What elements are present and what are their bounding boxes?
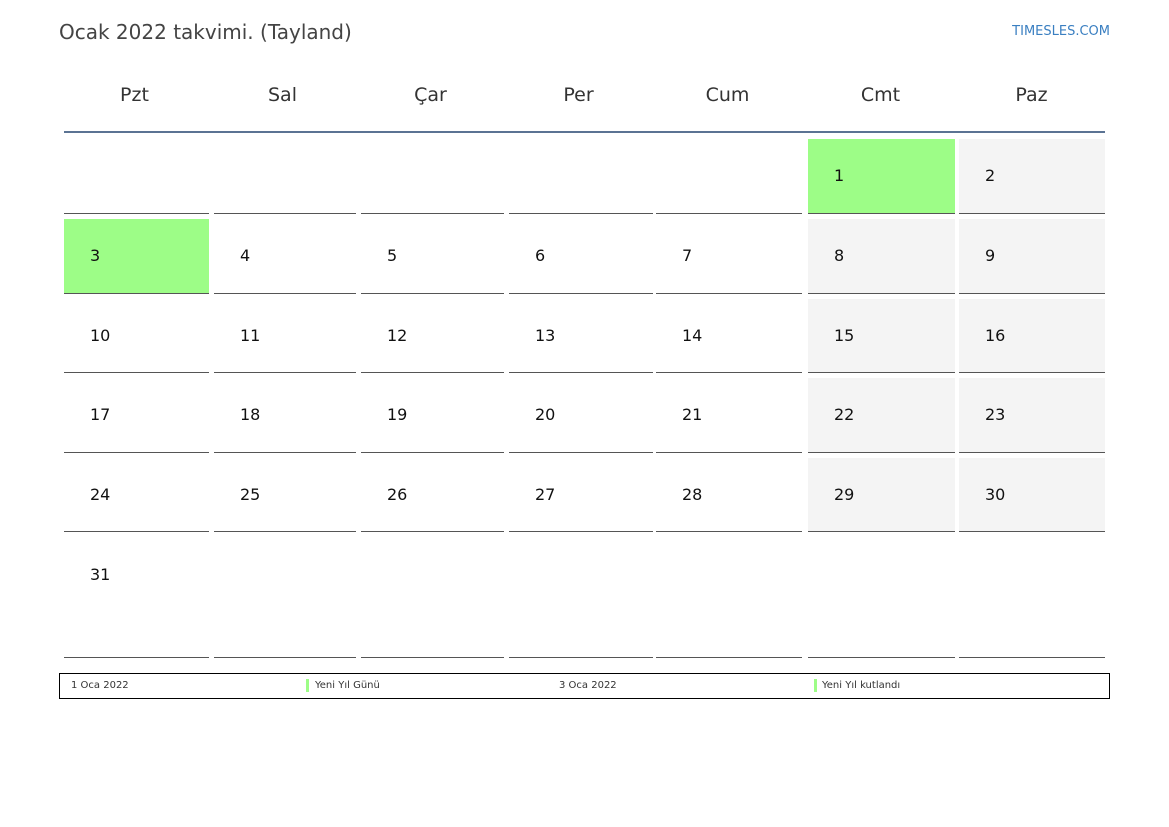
day-number: 29 [834, 485, 855, 504]
day-number: 17 [90, 405, 111, 424]
day-cell-2[interactable]: 2 [959, 139, 1105, 214]
day-number: 30 [985, 485, 1006, 504]
empty-day-cell-wed [361, 538, 504, 658]
empty-day-cell-sat [808, 538, 955, 658]
day-cell-8[interactable]: 8 [808, 219, 955, 294]
empty-day-cell-tue [214, 538, 356, 658]
day-cell-20[interactable]: 20 [509, 378, 653, 453]
day-cell-17[interactable]: 17 [64, 378, 209, 453]
day-cell-18[interactable]: 18 [214, 378, 356, 453]
day-cell-16[interactable]: 16 [959, 299, 1105, 373]
empty-day-cell-thu [509, 139, 653, 214]
day-cell-1[interactable]: 1 [808, 139, 955, 214]
day-number: 15 [834, 326, 855, 345]
day-cell-3[interactable]: 3 [64, 219, 209, 294]
legend-name-1: Yeni Yıl Günü [315, 680, 380, 691]
legend-holiday-marker [814, 679, 817, 692]
empty-day-cell-sun [959, 538, 1105, 658]
weekday-header: Pzt Sal Çar Per Cum Cmt Paz [62, 84, 1107, 112]
brand-link[interactable]: TIMESLES.COM [1012, 24, 1110, 39]
day-number: 5 [387, 246, 398, 265]
day-cell-19[interactable]: 19 [361, 378, 504, 453]
empty-day-cell-fri [656, 538, 802, 658]
day-cell-31[interactable]: 31 [64, 538, 209, 658]
page-title: Ocak 2022 takvimi. (Tayland) [59, 20, 352, 44]
weekday-monday: Pzt [120, 84, 149, 106]
weekday-tuesday: Sal [268, 84, 297, 106]
day-cell-7[interactable]: 7 [656, 219, 802, 294]
day-cell-23[interactable]: 23 [959, 378, 1105, 453]
day-number: 27 [535, 485, 556, 504]
day-cell-30[interactable]: 30 [959, 458, 1105, 532]
day-number: 6 [535, 246, 546, 265]
weekday-thursday: Per [563, 84, 594, 106]
day-number: 13 [535, 326, 556, 345]
empty-day-cell-mon [64, 139, 209, 214]
legend-date-2: 3 Oca 2022 [559, 680, 617, 691]
day-number: 23 [985, 405, 1006, 424]
day-number: 14 [682, 326, 703, 345]
day-cell-9[interactable]: 9 [959, 219, 1105, 294]
day-number: 9 [985, 246, 996, 265]
day-cell-29[interactable]: 29 [808, 458, 955, 532]
day-cell-28[interactable]: 28 [656, 458, 802, 532]
day-number: 7 [682, 246, 693, 265]
day-cell-13[interactable]: 13 [509, 299, 653, 373]
day-cell-25[interactable]: 25 [214, 458, 356, 532]
day-number: 11 [240, 326, 261, 345]
day-number: 12 [387, 326, 408, 345]
day-number: 25 [240, 485, 261, 504]
day-cell-26[interactable]: 26 [361, 458, 504, 532]
day-number: 31 [90, 565, 111, 584]
empty-day-cell-tue [214, 139, 356, 214]
day-cell-5[interactable]: 5 [361, 219, 504, 294]
header-divider [64, 131, 1105, 133]
day-number: 28 [682, 485, 703, 504]
day-number: 22 [834, 405, 855, 424]
weekday-friday: Cum [705, 84, 750, 106]
empty-day-cell-fri [656, 139, 802, 214]
day-number: 24 [90, 485, 111, 504]
weekday-saturday: Cmt [860, 84, 901, 106]
day-number: 18 [240, 405, 261, 424]
holiday-legend: 1 Oca 2022 Yeni Yıl Günü 3 Oca 2022 Yeni… [59, 673, 1110, 699]
day-number: 2 [985, 166, 996, 185]
legend-holiday-marker [306, 679, 309, 692]
day-cell-22[interactable]: 22 [808, 378, 955, 453]
day-cell-15[interactable]: 15 [808, 299, 955, 373]
day-number: 20 [535, 405, 556, 424]
day-number: 10 [90, 326, 111, 345]
day-cell-21[interactable]: 21 [656, 378, 802, 453]
day-number: 21 [682, 405, 703, 424]
day-cell-14[interactable]: 14 [656, 299, 802, 373]
weekday-sunday: Paz [1015, 84, 1048, 106]
day-number: 19 [387, 405, 408, 424]
day-cell-4[interactable]: 4 [214, 219, 356, 294]
day-number: 26 [387, 485, 408, 504]
empty-day-cell-thu [509, 538, 653, 658]
day-cell-27[interactable]: 27 [509, 458, 653, 532]
day-number: 8 [834, 246, 845, 265]
day-number: 1 [834, 166, 845, 185]
legend-name-2: Yeni Yıl kutlandı [822, 680, 901, 691]
day-cell-11[interactable]: 11 [214, 299, 356, 373]
legend-date-1: 1 Oca 2022 [71, 680, 129, 691]
day-cell-10[interactable]: 10 [64, 299, 209, 373]
empty-day-cell-wed [361, 139, 504, 214]
day-number: 4 [240, 246, 251, 265]
day-cell-24[interactable]: 24 [64, 458, 209, 532]
weekday-wednesday: Çar [414, 84, 447, 106]
day-number: 3 [90, 246, 101, 265]
day-cell-6[interactable]: 6 [509, 219, 653, 294]
day-number: 16 [985, 326, 1006, 345]
day-cell-12[interactable]: 12 [361, 299, 504, 373]
